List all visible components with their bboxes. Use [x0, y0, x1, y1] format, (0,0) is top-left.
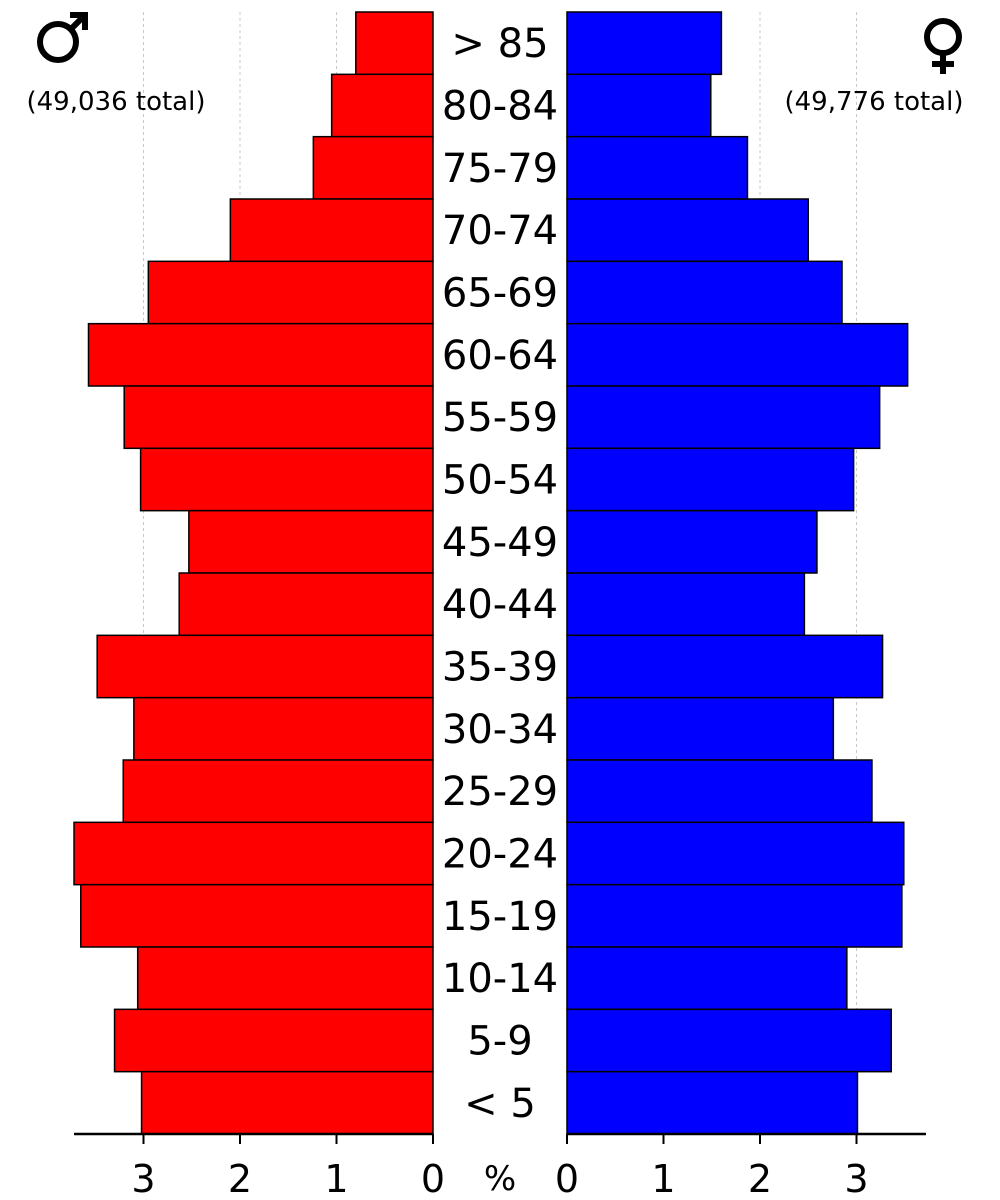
x-axis-unit-label: % [484, 1159, 516, 1199]
female-bar-4 [566, 260, 843, 325]
female-symbol-icon [924, 18, 962, 74]
male-total-label: (49,036 total) [27, 87, 206, 117]
age-label-7: 50-54 [442, 458, 558, 504]
female-bar-0 [566, 11, 723, 76]
male-bar-3 [229, 198, 434, 263]
age-label-16: 5-9 [467, 1019, 532, 1065]
x-tick-label-left-3: 3 [131, 1157, 155, 1200]
male-bar-12 [122, 759, 434, 824]
male-bar-5 [87, 322, 434, 387]
female-bar-7 [566, 447, 855, 512]
male-bar-0 [355, 11, 434, 76]
age-label-2: 75-79 [442, 146, 558, 192]
x-tick-label-right-3: 3 [844, 1157, 868, 1200]
male-bar-9 [178, 572, 434, 637]
x-tick-label-right-0: 0 [555, 1157, 579, 1200]
female-total-label: (49,776 total) [785, 87, 964, 117]
x-tick-label-left-2: 2 [228, 1157, 252, 1200]
age-label-3: 70-74 [442, 208, 558, 254]
female-bar-15 [566, 946, 848, 1011]
female-bar-8 [566, 509, 818, 574]
male-bar-7 [139, 447, 434, 512]
male-bar-16 [113, 1008, 434, 1073]
male-bar-14 [80, 883, 434, 948]
age-group-labels: > 85 80-84 75-79 70-74 65-69 60-64 55-59 50-54 4… [442, 21, 558, 1127]
female-bar-2 [566, 135, 749, 200]
age-label-6: 55-59 [442, 395, 558, 441]
female-bar-10 [566, 634, 884, 699]
male-bar-11 [133, 696, 434, 761]
age-label-15: 10-14 [442, 956, 558, 1002]
female-bar-11 [566, 696, 835, 761]
female-bar-3 [566, 198, 809, 263]
female-bar-5 [566, 322, 909, 387]
x-tick-label-right-2: 2 [748, 1157, 772, 1200]
female-bar-14 [566, 883, 903, 948]
age-label-12: 25-29 [442, 769, 558, 815]
x-tick-label-right-1: 1 [651, 1157, 675, 1200]
age-label-1: 80-84 [442, 84, 558, 130]
age-label-13: 20-24 [442, 832, 558, 878]
male-symbol-icon [37, 12, 88, 63]
male-bar-4 [147, 260, 434, 325]
female-bar-9 [566, 572, 806, 637]
male-bar-8 [188, 509, 434, 574]
axes: 0 0 1 1 2 2 3 3 [74, 1132, 926, 1200]
female-bar-13 [566, 821, 905, 886]
age-label-0: > 85 [451, 21, 548, 67]
age-label-17: < 5 [464, 1081, 536, 1127]
female-bar-6 [566, 385, 881, 450]
age-label-10: 35-39 [442, 645, 558, 691]
age-label-4: 65-69 [442, 271, 558, 317]
male-bar-17 [140, 1070, 434, 1135]
age-label-14: 15-19 [442, 894, 558, 940]
female-bar-16 [566, 1008, 892, 1073]
male-bar-10 [96, 634, 434, 699]
age-label-9: 40-44 [442, 582, 558, 628]
age-label-5: 60-64 [442, 333, 558, 379]
female-bar-1 [566, 73, 712, 138]
bars [73, 11, 909, 1135]
male-bar-6 [123, 385, 434, 450]
male-bar-13 [73, 821, 434, 886]
age-label-8: 45-49 [442, 520, 558, 566]
x-tick-label-left-0: 0 [421, 1157, 445, 1200]
male-bar-2 [312, 135, 434, 200]
male-bar-1 [330, 73, 434, 138]
x-tick-label-left-1: 1 [324, 1157, 348, 1200]
age-label-11: 30-34 [442, 707, 558, 753]
female-bar-17 [566, 1070, 859, 1135]
female-bar-12 [566, 759, 873, 824]
male-bar-15 [136, 946, 434, 1011]
